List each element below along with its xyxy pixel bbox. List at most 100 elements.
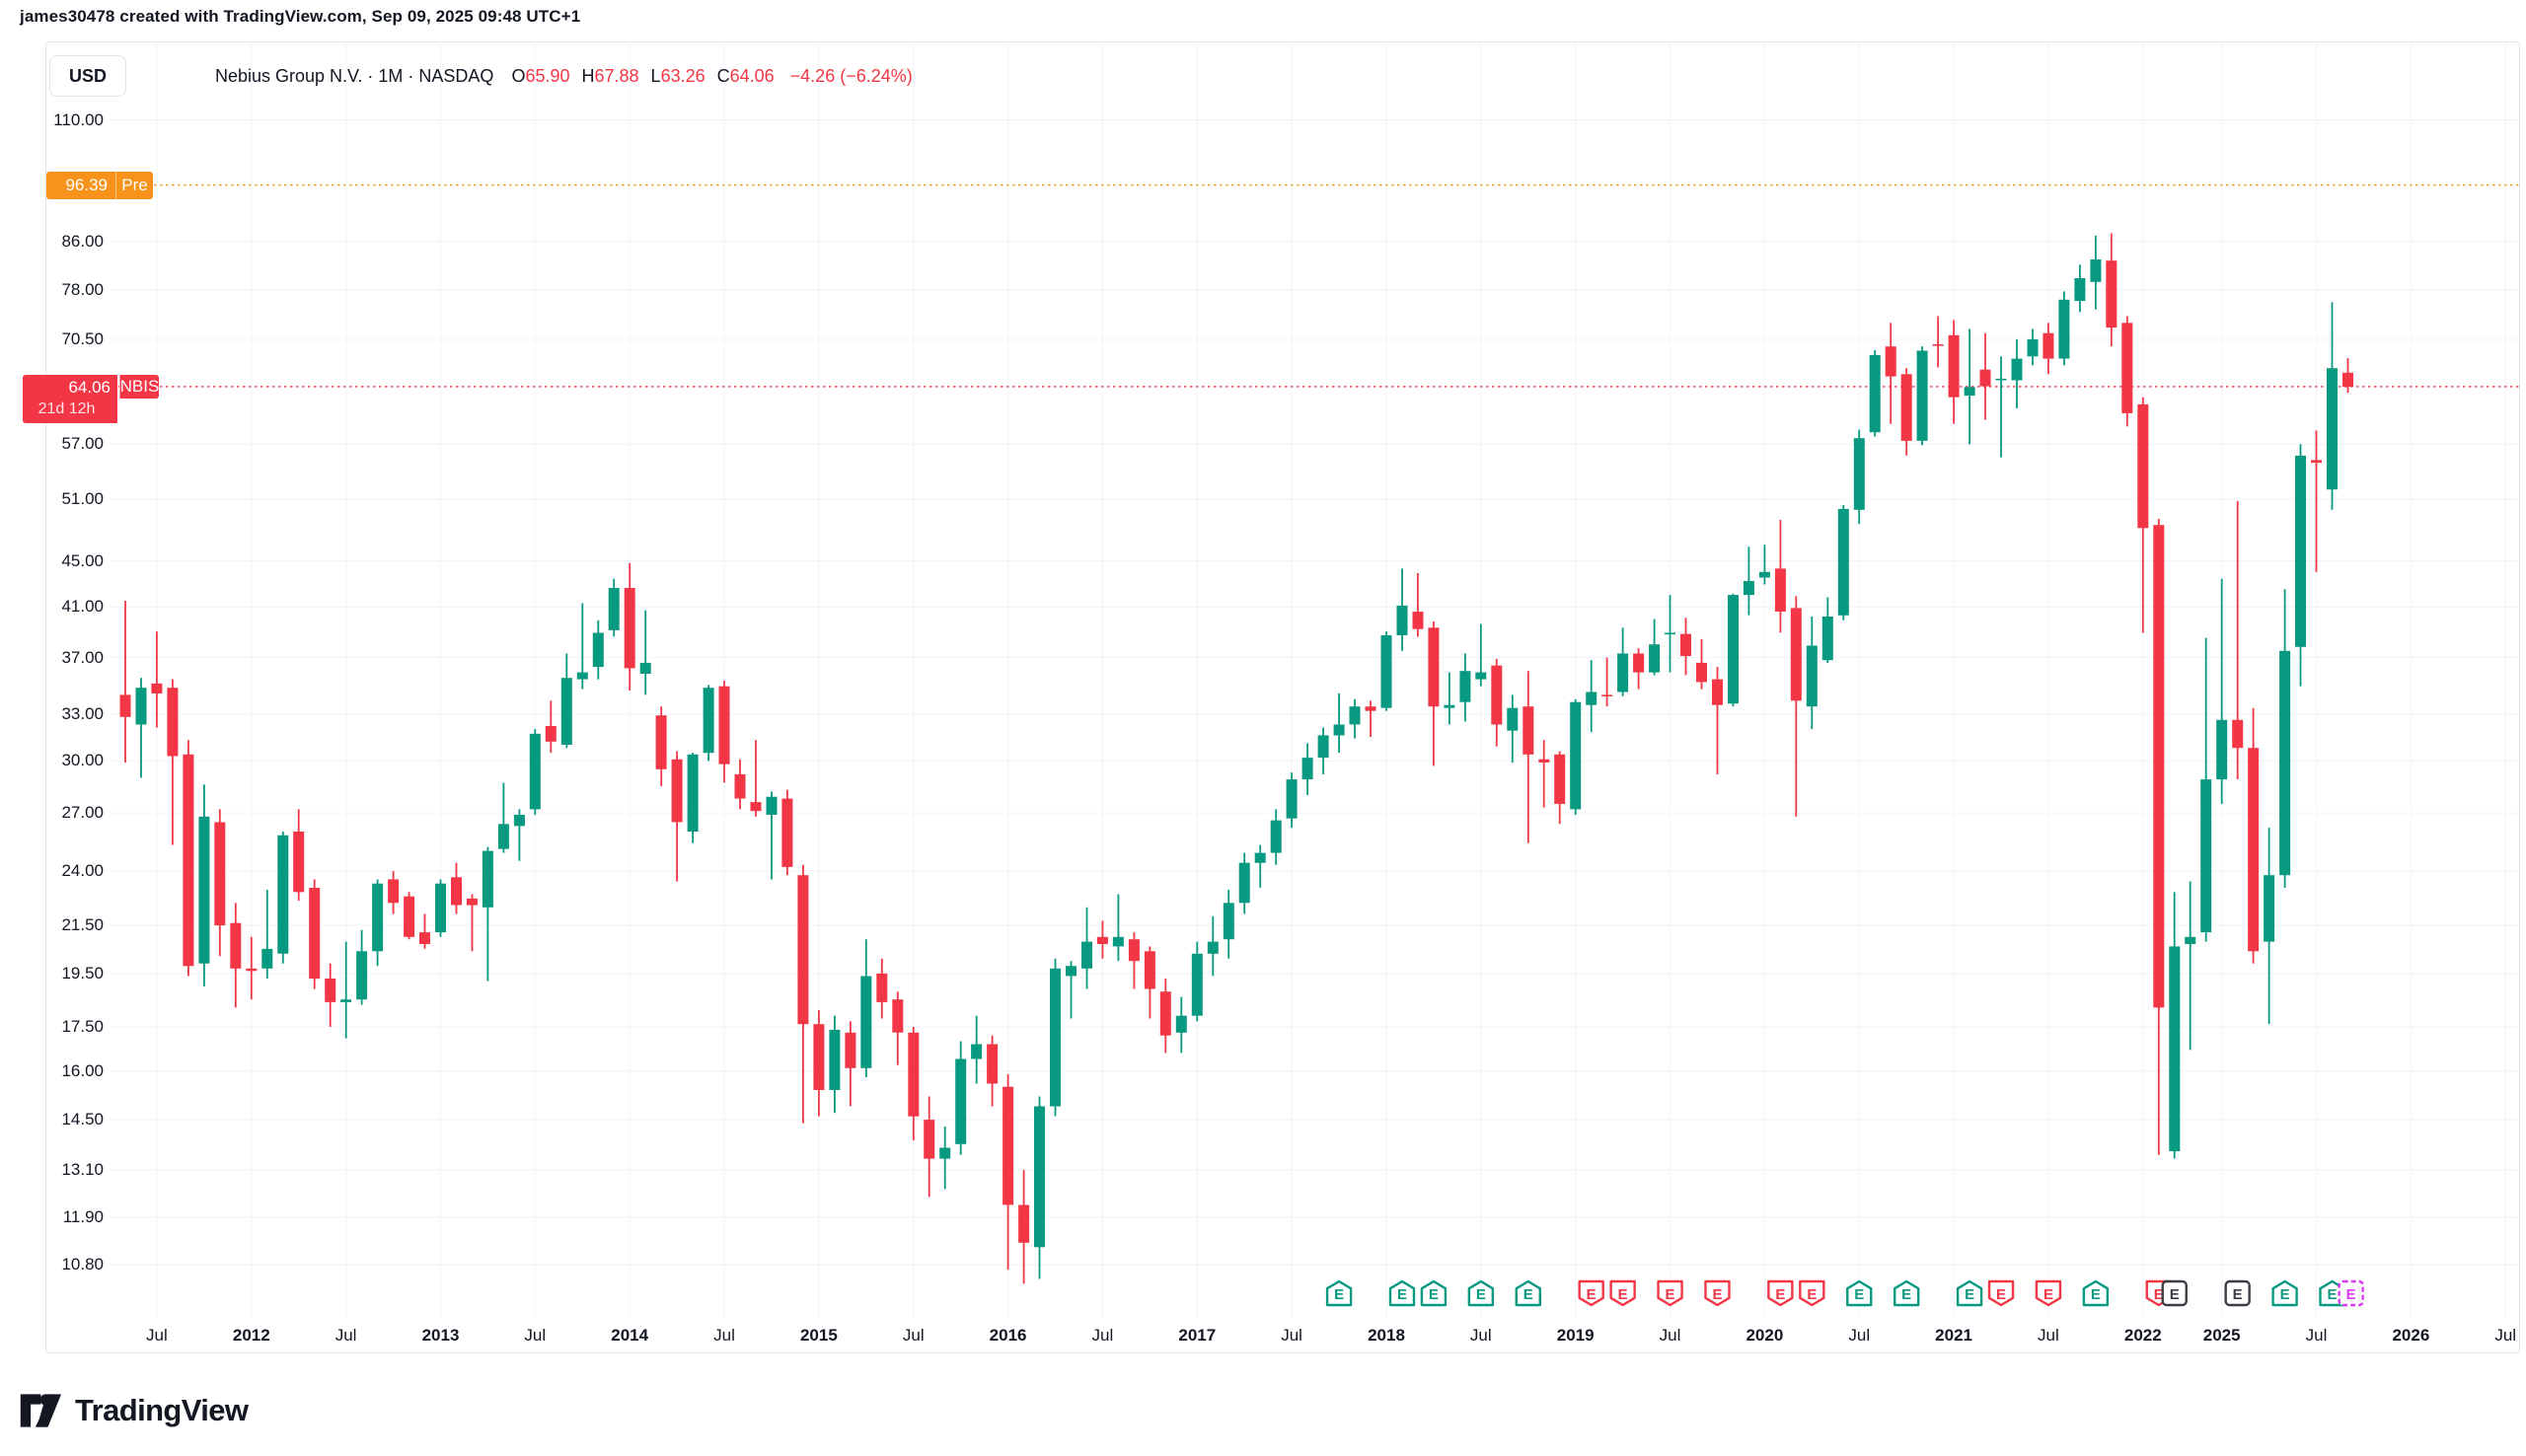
svg-text:E: E [1618, 1286, 1628, 1303]
price-tick: 16.00 [61, 1060, 104, 1080]
price-tick: 41.00 [61, 597, 104, 617]
candle-2021-12 [2121, 316, 2133, 427]
svg-text:E: E [1775, 1286, 1785, 1303]
earnings-icon-neutral[interactable]: E [2161, 1279, 2188, 1307]
symbol-legend[interactable]: Nebius Group N.V. · 1M · NASDAQ O65.90 H… [215, 55, 913, 97]
earnings-icon-beat[interactable]: E [1893, 1279, 1920, 1307]
earnings-icon-beat[interactable]: E [1515, 1279, 1541, 1307]
time-tick: 2012 [232, 1326, 270, 1345]
price-tick: 24.00 [61, 861, 104, 880]
earnings-icon-neutral[interactable]: E [2224, 1279, 2251, 1307]
earnings-icon-beat[interactable]: E [1846, 1279, 1873, 1307]
candle-2018-12 [1554, 751, 1566, 825]
time-tick: Jul [2494, 1326, 2517, 1345]
candle-2024-12 [2200, 637, 2212, 942]
earnings-icon-beat[interactable]: E [1467, 1279, 1495, 1307]
currency-toggle-button[interactable]: USD [49, 55, 126, 97]
candle-2019-04 [1617, 627, 1629, 696]
time-tick: 2014 [611, 1326, 649, 1345]
candle-2024-10 [2169, 892, 2181, 1159]
candle-2016-02 [1018, 1169, 1030, 1284]
candle-2015-11 [971, 1015, 983, 1084]
candle-2013-05 [497, 782, 509, 853]
earnings-icon-miss[interactable]: E [2035, 1279, 2062, 1307]
earnings-icon-beat[interactable]: E [1956, 1279, 1983, 1307]
svg-text:E: E [1476, 1286, 1486, 1303]
candle-2020-05 [1821, 597, 1833, 663]
candle-2019-10 [1712, 667, 1723, 774]
earnings-icon-beat[interactable]: E [1388, 1279, 1416, 1307]
earnings-icon-miss[interactable]: E [1609, 1279, 1636, 1307]
time-tick: 2025 [2202, 1326, 2241, 1345]
candle-2013-11 [592, 619, 604, 680]
svg-text:E: E [1397, 1286, 1407, 1303]
candle-2014-12 [797, 864, 809, 1124]
candle-2013-02 [451, 862, 462, 914]
candle-2016-03 [1034, 1096, 1045, 1279]
earnings-icon-miss[interactable]: E [1799, 1279, 1825, 1307]
earnings-icon-miss[interactable]: E [1704, 1279, 1731, 1307]
svg-text:E: E [1712, 1286, 1722, 1303]
candle-2012-03 [277, 832, 289, 964]
svg-text:E: E [1334, 1286, 1344, 1303]
candle-2018-04 [1428, 621, 1440, 766]
candle-2015-10 [955, 1041, 967, 1155]
time-tick: Jul [1091, 1326, 1114, 1345]
earnings-icon-beat[interactable]: E [2082, 1279, 2110, 1307]
time-tick: Jul [902, 1326, 925, 1345]
time-tick: 2017 [1178, 1326, 1217, 1345]
price-tick: 45.00 [61, 550, 104, 570]
candle-2018-11 [1538, 740, 1550, 808]
candle-2024-11 [2185, 881, 2196, 1051]
candle-2014-09 [750, 740, 762, 817]
candle-2015-09 [939, 1127, 951, 1190]
candle-2017-04 [1238, 852, 1250, 914]
candle-2015-04 [860, 939, 872, 1078]
time-tick: Jul [2305, 1326, 2328, 1345]
time-tick: 2016 [989, 1326, 1027, 1345]
svg-text:E: E [2043, 1286, 2053, 1303]
svg-text:E: E [2327, 1286, 2337, 1303]
candle-2016-10 [1144, 946, 1155, 1019]
candle-2021-11 [2106, 233, 2117, 347]
candle-2012-09 [372, 879, 384, 967]
candle-2025-06 [2295, 444, 2306, 687]
tradingview-logo[interactable]: TradingView [20, 1393, 249, 1428]
earnings-icon-miss[interactable]: E [1767, 1279, 1794, 1307]
price-tick: 78.00 [61, 279, 104, 299]
candle-2021-07 [2043, 323, 2054, 375]
candle-2015-03 [845, 1021, 856, 1107]
candle-2015-07 [908, 1027, 920, 1141]
attribution-text: james30478 created with TradingView.com,… [20, 7, 581, 26]
earnings-icon-beat[interactable]: E [2271, 1279, 2298, 1307]
price-tick: 86.00 [61, 231, 104, 251]
candle-2018-01 [1380, 631, 1392, 711]
price-tick: 21.50 [61, 915, 104, 934]
candle-2018-05 [1444, 672, 1455, 725]
ohlc-close: C64.06 [716, 65, 775, 86]
candle-2017-09 [1317, 727, 1329, 774]
svg-text:E: E [2170, 1286, 2180, 1303]
candle-2013-10 [576, 603, 588, 690]
time-tick: 2015 [799, 1326, 838, 1345]
earnings-icon-miss[interactable]: E [1657, 1279, 1683, 1307]
candle-2025-08 [2327, 302, 2338, 510]
time-tick: Jul [1659, 1326, 1681, 1345]
candle-2012-06 [325, 963, 336, 1027]
candle-2011-05 [119, 601, 131, 764]
price-tick: 51.00 [61, 489, 104, 508]
svg-text:E: E [1666, 1286, 1675, 1303]
earnings-icon-beat[interactable]: E [1420, 1279, 1448, 1307]
candle-2017-01 [1191, 941, 1203, 1022]
svg-text:E: E [1587, 1286, 1597, 1303]
candle-2013-09 [560, 653, 572, 749]
time-tick: 2026 [2392, 1326, 2430, 1345]
candle-2016-11 [1159, 979, 1171, 1054]
earnings-icon-miss[interactable]: E [1578, 1279, 1604, 1307]
earnings-icon-miss[interactable]: E [1987, 1279, 2015, 1307]
bar-countdown: 21d 12h [37, 400, 96, 417]
earnings-icon-beat[interactable]: E [1325, 1279, 1353, 1307]
candle-2016-05 [1066, 961, 1077, 1019]
earnings-icon-upcoming[interactable]: E [2338, 1279, 2364, 1307]
